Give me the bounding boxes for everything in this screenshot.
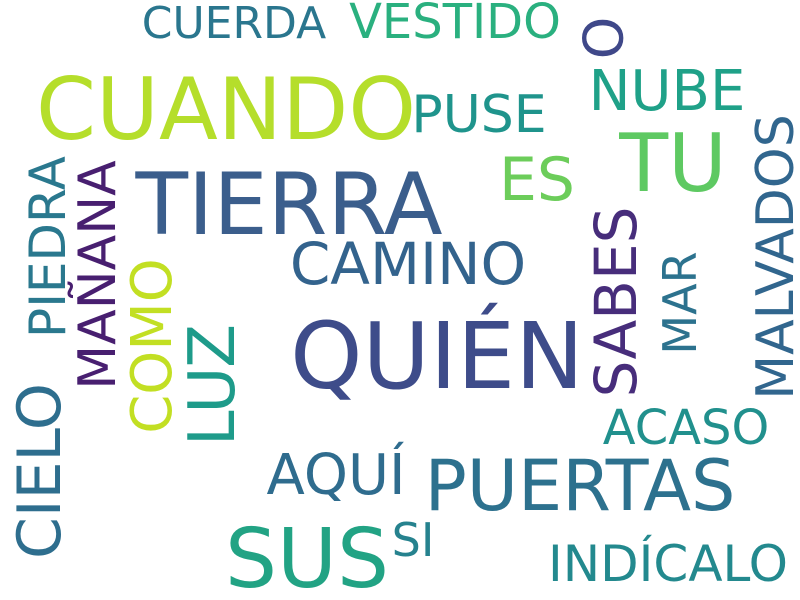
word-manana: MAÑANA (68, 160, 128, 390)
word-indicalo: INDÍCALO (548, 535, 788, 593)
word-tu: TU (619, 117, 727, 210)
word-nube: NUBE (588, 59, 746, 124)
word-tierra: TIERRA (135, 155, 443, 255)
word-puertas: PUERTAS (424, 445, 736, 527)
word-cielo: CIELO (5, 382, 75, 560)
word-o: O (570, 16, 633, 60)
word-aqui: AQUÍ (266, 443, 406, 508)
word-cuerda: CUERDA (141, 0, 327, 49)
word-luz: LUZ (176, 323, 250, 447)
word-cuando: CUANDO (35, 60, 417, 160)
word-acaso: ACASO (602, 400, 770, 456)
word-piedra: PIEDRA (19, 156, 77, 338)
word-camino: CAMINO (289, 230, 527, 298)
word-vestido: VESTIDO (349, 0, 561, 50)
word-mar: MAR (653, 251, 707, 355)
word-sabes: SABES (582, 206, 650, 398)
word-es: ES (499, 145, 575, 215)
word-si: SI (391, 513, 435, 567)
word-puse: PUSE (411, 85, 547, 145)
word-quien: QUIÉN (290, 303, 584, 410)
word-sus: SUS (224, 512, 390, 600)
word-malvados: MALVADOS (746, 114, 800, 400)
word-como: COMO (120, 258, 185, 434)
